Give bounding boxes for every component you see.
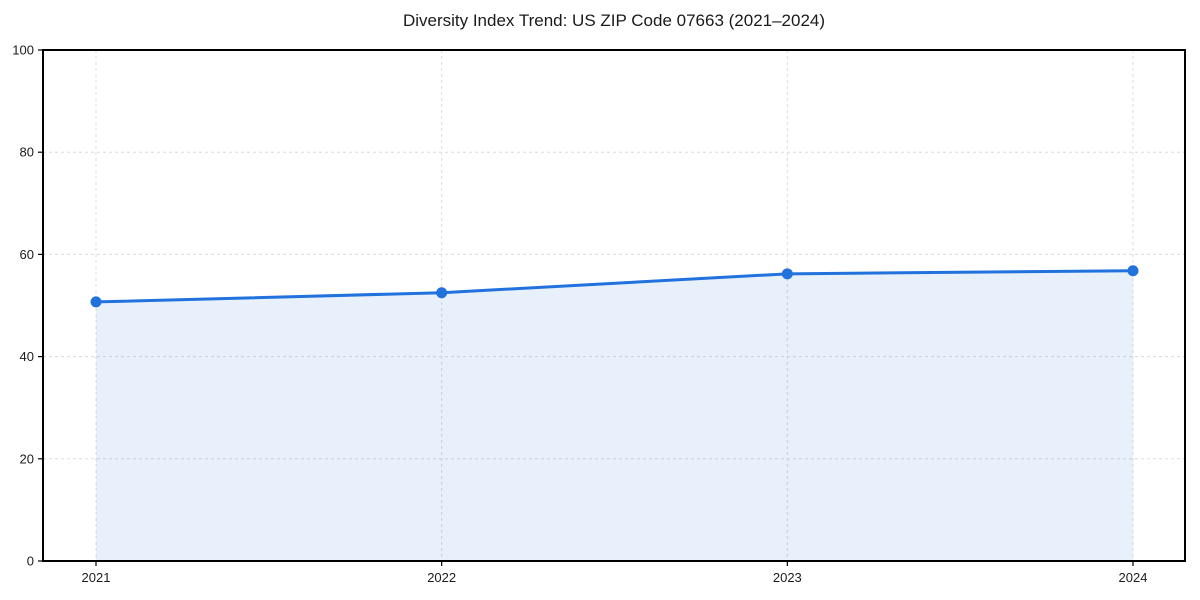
marker-layer — [90, 265, 1139, 308]
data-point-2023 — [781, 268, 793, 280]
chart-title: Diversity Index Trend: US ZIP Code 07663… — [402, 11, 826, 30]
trend-line — [94, 269, 1135, 304]
x-tick-label: 2024 — [1119, 570, 1148, 585]
data-point-2022 — [436, 287, 448, 299]
line-layer — [94, 269, 1135, 304]
y-tick-label: 60 — [20, 247, 34, 262]
x-tick-label: 2023 — [773, 570, 802, 585]
label-layer: 0 20 40 60 80 100 2021 2022 2023 2024 — [12, 43, 1147, 586]
y-tick-label: 20 — [20, 451, 34, 466]
y-tick-label: 40 — [20, 349, 34, 364]
area-fill — [96, 270, 1133, 561]
y-tick-label: 100 — [12, 43, 34, 58]
tick-layer — [38, 49, 1134, 566]
area-layer — [96, 270, 1133, 561]
x-tick-label: 2022 — [427, 570, 456, 585]
x-tick-label: 2021 — [82, 570, 111, 585]
grid-layer — [43, 50, 1185, 561]
plot-frame — [42, 49, 1186, 562]
y-tick-label: 80 — [20, 145, 34, 160]
y-tick-label: 0 — [27, 554, 34, 569]
frame-layer — [42, 49, 1186, 562]
data-point-2024 — [1127, 265, 1139, 277]
data-point-2021 — [90, 296, 102, 308]
